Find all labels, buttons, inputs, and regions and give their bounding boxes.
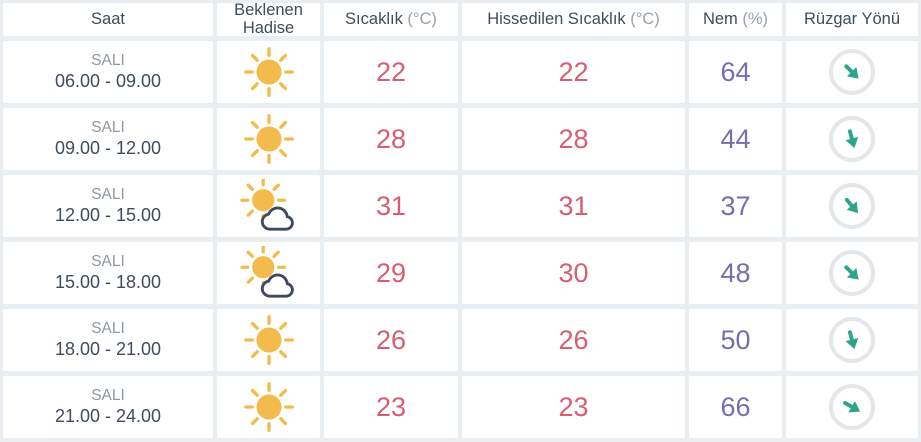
sun-icon — [243, 114, 294, 164]
day-label: SALI — [91, 387, 125, 405]
column-unit: (%) — [742, 9, 769, 28]
sun-cloud-icon — [239, 246, 294, 298]
sun-icon — [243, 382, 294, 432]
sun-icon — [243, 315, 294, 365]
weather-cell — [217, 376, 320, 438]
column-header-sicaklik: Sıcaklık (°C) — [324, 3, 458, 36]
column-label: Sıcaklık — [345, 9, 403, 28]
feels-like-cell: 22 — [462, 41, 685, 103]
wind-arrow-icon — [845, 330, 859, 349]
column-unit: (°C) — [407, 9, 437, 28]
column-label: Hissedilen Sıcaklık — [487, 9, 626, 28]
time-range: 09.00 - 12.00 — [54, 138, 162, 159]
day-label: SALI — [91, 320, 125, 338]
wind-direction-icon — [829, 384, 875, 430]
humidity-cell: 50 — [689, 309, 782, 371]
time-range: 06.00 - 09.00 — [54, 71, 162, 92]
day-label: SALI — [91, 119, 125, 137]
wind-direction-icon — [829, 49, 875, 95]
feels-like-cell: 31 — [462, 175, 685, 237]
wind-cell — [786, 242, 918, 304]
wind-arrow-icon — [843, 401, 861, 413]
wind-cell — [786, 309, 918, 371]
feels-like-cell: 26 — [462, 309, 685, 371]
weather-cell — [217, 41, 320, 103]
wind-cell — [786, 108, 918, 170]
humidity-cell: 64 — [689, 41, 782, 103]
weather-cell — [217, 108, 320, 170]
wind-cell — [786, 376, 918, 438]
humidity-cell: 66 — [689, 376, 782, 438]
wind-direction-icon — [829, 116, 875, 162]
humidity-cell: 48 — [689, 242, 782, 304]
column-header-nem: Nem (%) — [689, 3, 782, 36]
temperature-cell: 22 — [324, 41, 458, 103]
time-range: 18.00 - 21.00 — [54, 339, 162, 360]
column-header-saat: Saat — [3, 3, 213, 36]
time-cell: SALI 06.00 - 09.00 — [3, 41, 213, 103]
temperature-cell: 31 — [324, 175, 458, 237]
weather-cell — [217, 242, 320, 304]
time-range: 21.00 - 24.00 — [54, 406, 162, 427]
temperature-cell: 28 — [324, 108, 458, 170]
wind-cell — [786, 175, 918, 237]
weather-cell — [217, 175, 320, 237]
feels-like-cell: 30 — [462, 242, 685, 304]
temperature-cell: 23 — [324, 376, 458, 438]
humidity-cell: 44 — [689, 108, 782, 170]
time-cell: SALI 09.00 - 12.00 — [3, 108, 213, 170]
time-cell: SALI 18.00 - 21.00 — [3, 309, 213, 371]
column-label: Saat — [91, 9, 125, 28]
feels-like-cell: 28 — [462, 108, 685, 170]
column-unit: (°C) — [630, 9, 660, 28]
temperature-cell: 29 — [324, 242, 458, 304]
wind-direction-icon — [829, 250, 875, 296]
wind-arrow-icon — [844, 64, 859, 79]
day-label: SALI — [91, 186, 125, 204]
time-cell: SALI 12.00 - 15.00 — [3, 175, 213, 237]
wind-arrow-icon — [845, 129, 859, 148]
temperature-cell: 26 — [324, 309, 458, 371]
column-header-hissedilen-sicaklik: Hissedilen Sıcaklık (°C) — [462, 3, 685, 36]
sun-icon — [243, 47, 294, 97]
wind-arrow-icon — [844, 197, 858, 214]
wind-direction-icon — [829, 183, 875, 229]
time-range: 12.00 - 15.00 — [54, 205, 162, 226]
wind-arrow-icon — [844, 265, 859, 280]
column-header-ruzgar-yonu: Rüzgar Yönü — [786, 3, 918, 36]
humidity-cell: 37 — [689, 175, 782, 237]
feels-like-cell: 23 — [462, 376, 685, 438]
column-label: Beklenen Hadise — [234, 0, 303, 37]
time-cell: SALI 15.00 - 18.00 — [3, 242, 213, 304]
day-label: SALI — [91, 253, 125, 271]
column-label: Nem — [702, 9, 738, 28]
time-cell: SALI 21.00 - 24.00 — [3, 376, 213, 438]
column-label: Rüzgar Yönü — [803, 9, 900, 28]
wind-direction-icon — [829, 317, 875, 363]
time-range: 15.00 - 18.00 — [54, 272, 162, 293]
day-label: SALI — [91, 52, 125, 70]
sun-cloud-icon — [239, 179, 294, 231]
column-header-beklenen-hadise: Beklenen Hadise — [217, 0, 320, 37]
wind-cell — [786, 41, 918, 103]
weather-cell — [217, 309, 320, 371]
